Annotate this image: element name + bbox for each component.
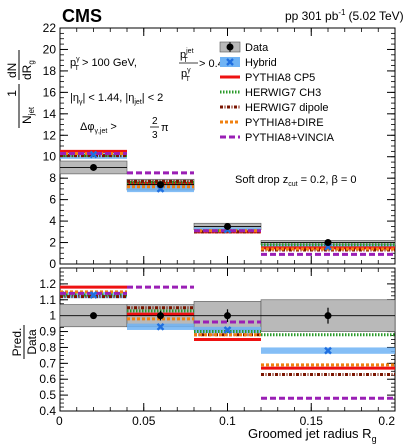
cut-dphi: Δφγ,jet > xyxy=(80,121,117,135)
legend: Data Hybrid PYTHIA8 CP5 HERWIG7 CH3 HERWIG7 … xyxy=(219,41,335,144)
cut-dphi-pi: π xyxy=(161,122,169,134)
top-ylabel: 1 Njet xyxy=(5,84,36,128)
cut-dphi-den: 3 xyxy=(152,130,158,141)
cut-photon-pt: pγ T > 100 GeV, xyxy=(70,56,137,72)
ratio-ylabel: Pred. Data xyxy=(10,325,39,359)
y-tick-label: 1.1 xyxy=(39,293,56,307)
data-point xyxy=(324,312,332,320)
cut-eta: |ηγ| < 1.44, |ηjet| < 2 xyxy=(70,92,163,106)
y-tick-label: 0.8 xyxy=(39,340,56,354)
hybrid-marker xyxy=(223,326,232,334)
ylabel-frac-num: 1 xyxy=(5,90,19,97)
ylabel-frac-den: Njet xyxy=(20,106,36,124)
y-tick-label: 18 xyxy=(43,64,57,78)
y-tick-label: 22 xyxy=(43,21,57,35)
data-point xyxy=(324,239,332,247)
x-tick-label: 0.15 xyxy=(300,414,324,428)
legend-label: Data xyxy=(245,42,269,54)
data-point xyxy=(224,222,231,230)
legend-label: PYTHIA8+VINCIA xyxy=(245,132,335,144)
ratio-ylabel-den: Data xyxy=(25,329,39,355)
data-point xyxy=(224,312,231,320)
cut-ratio-value: > 0.4 xyxy=(199,58,224,70)
hybrid-marker xyxy=(324,346,332,355)
legend-entry: PYTHIA8+DIRE xyxy=(220,117,324,129)
y-tick-label: 6 xyxy=(49,193,56,207)
y-tick-label: 20 xyxy=(43,42,57,56)
experiment-label: CMS xyxy=(62,6,102,26)
legend-entry: HERWIG7 CH3 xyxy=(220,87,321,99)
y-tick-label: 1 xyxy=(49,309,56,323)
y-tick-label: 1.2 xyxy=(39,277,56,291)
legend-label: PYTHIA8 CP5 xyxy=(245,72,315,84)
softdrop-label: Soft drop zcut = 0.2, β = 0 xyxy=(235,174,356,188)
y-tick-label: 14 xyxy=(43,107,57,121)
legend-entry: Hybrid xyxy=(220,57,277,69)
legend-label: HERWIG7 dipole xyxy=(245,102,329,114)
y-tick-label: 10 xyxy=(43,150,57,164)
legend-label: PYTHIA8+DIRE xyxy=(245,117,324,129)
ylabel-d-num: dN xyxy=(5,63,19,78)
top-ylabel-derivative: dN dRg xyxy=(5,50,36,80)
data-point xyxy=(90,163,97,171)
y-tick-label: 0.9 xyxy=(39,325,56,339)
data-point xyxy=(157,181,164,189)
legend-entry: PYTHIA8+VINCIA xyxy=(220,132,335,144)
cut-annotations: pγ T > 100 GeV, pjet T pγ T > 0.4 |ηγ| < 1.… xyxy=(70,48,356,188)
y-tick-label: 0.6 xyxy=(39,372,56,386)
ratio-ylabel-num: Pred. xyxy=(10,328,24,357)
hybrid-marker xyxy=(89,291,98,299)
x-tick-label: 0 xyxy=(56,414,63,428)
y-tick-label: 0.4 xyxy=(39,404,56,418)
y-tick-label: 12 xyxy=(43,128,57,142)
luminosity-label: pp 301 pb-1 (5.02 TeV) xyxy=(285,8,404,23)
y-tick-label: 0.5 xyxy=(39,388,56,402)
hybrid-marker xyxy=(89,150,98,159)
x-axis-title: Groomed jet radius Rg xyxy=(248,426,377,444)
cut-dphi-num: 2 xyxy=(152,116,158,127)
y-tick-label: 4 xyxy=(49,214,56,228)
legend-entry: PYTHIA8 CP5 xyxy=(220,72,315,84)
y-tick-label: 0.7 xyxy=(39,356,56,370)
legend-entry: Data xyxy=(219,41,269,54)
legend-entry: HERWIG7 dipole xyxy=(220,102,329,114)
data-point xyxy=(157,312,164,320)
cut-ratio-num: pjet T xyxy=(180,48,194,64)
x-tick-label: 0.05 xyxy=(132,414,156,428)
hybrid-marker xyxy=(156,322,165,331)
legend-swatch-marker xyxy=(226,43,234,51)
y-tick-label: 0 xyxy=(49,257,56,271)
cut-ratio-den: pγ T xyxy=(181,67,191,83)
ylabel-d-den: dRg xyxy=(20,60,36,80)
y-tick-label: 16 xyxy=(43,85,57,99)
data-point xyxy=(90,312,97,320)
y-tick-label: 2 xyxy=(49,236,56,250)
x-tick-label: 0.2 xyxy=(378,414,395,428)
legend-swatch-marker xyxy=(226,58,234,66)
legend-label: HERWIG7 CH3 xyxy=(245,87,321,99)
ratio-panel: 0.4 0.5 0.6 0.7 0.80.9 1 1.1 1.2 0 0.05 0.1 0.15 0.2 xyxy=(39,267,396,428)
legend-label: Hybrid xyxy=(245,57,277,69)
x-tick-label: 0.1 xyxy=(219,414,236,428)
y-tick-label: 8 xyxy=(49,171,56,185)
top-panel: 0 2 4 6 8 10 12 14 16 18 20 22 xyxy=(43,21,396,271)
